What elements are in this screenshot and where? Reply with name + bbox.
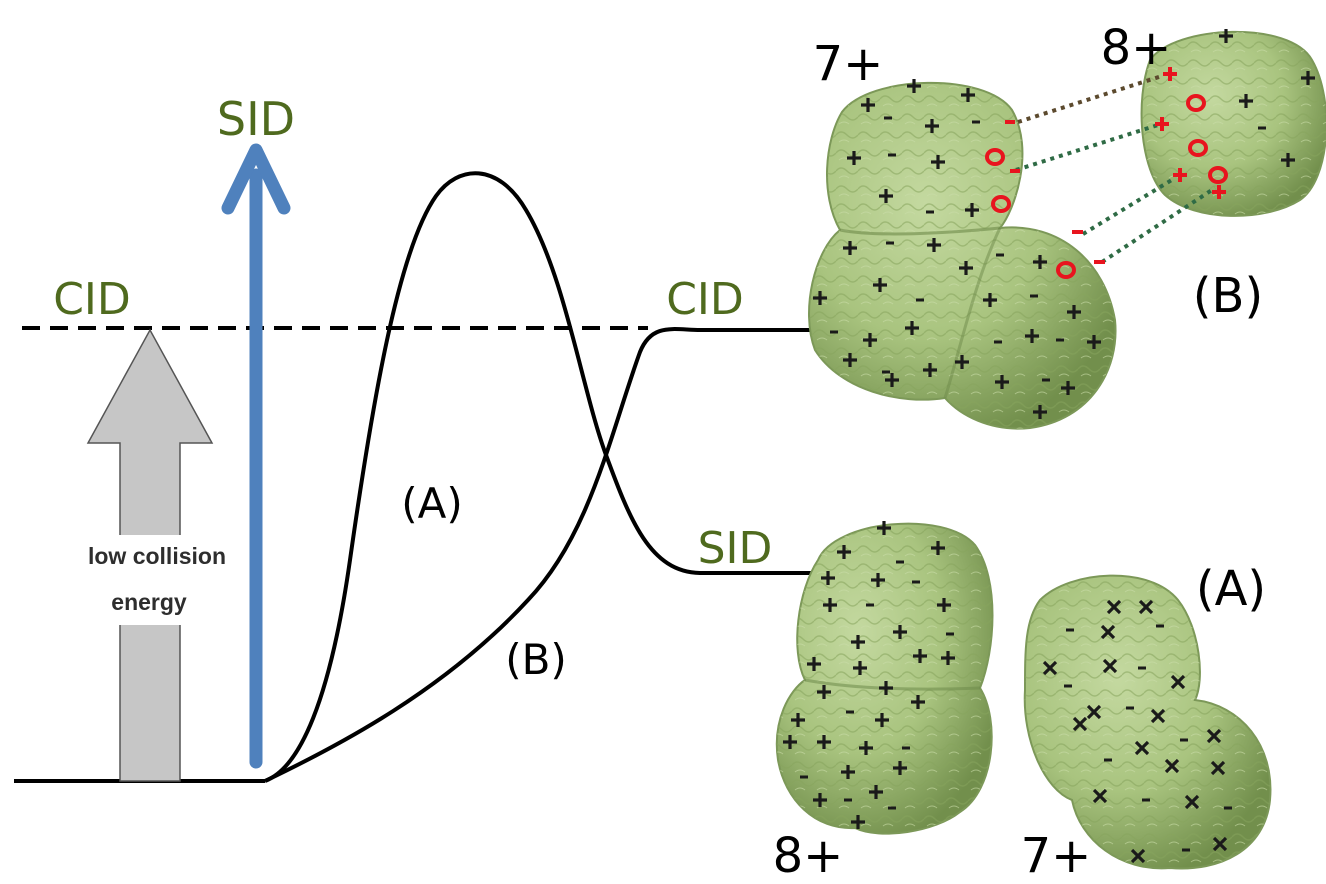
contact-marks — [985, 67, 1228, 279]
protein-7plus-a — [1023, 574, 1272, 870]
sid-arrow-head — [221, 143, 291, 215]
sid-top-label: SID — [217, 92, 295, 146]
arrow-label-line2: energy — [111, 589, 187, 615]
arrow-label-line1: low collision — [88, 543, 226, 569]
charge-label-8plus-b: 8+ — [1101, 20, 1172, 76]
panel-b-dimer: 7+ 8+ (B) — [808, 20, 1326, 430]
panel-a-label: (A) — [1196, 561, 1266, 617]
curve-b — [264, 327, 812, 783]
arrow-label-backdrop — [58, 535, 248, 625]
charge-label-7plus-a: 7+ — [1021, 828, 1092, 884]
protein-8plus-monomer — [1140, 30, 1326, 217]
curve-b-label: (B) — [505, 635, 567, 684]
protein-8plus-a — [775, 522, 994, 835]
contact-links — [1015, 74, 1217, 264]
protein-7plus-complex — [808, 81, 1117, 430]
charge-label-8plus-a: 8+ — [773, 828, 844, 884]
cid-right-label: CID — [666, 274, 744, 325]
panel-a-pair: 8+ 7+ (A) — [773, 519, 1272, 884]
sid-right-label: SID — [698, 523, 773, 574]
charge-label-7plus-b: 7+ — [813, 36, 884, 92]
curve-a-label: (A) — [401, 479, 463, 528]
curve-a — [264, 171, 812, 783]
cid-left-label: CID — [53, 274, 131, 325]
panel-b-label: (B) — [1193, 268, 1263, 324]
energy-diagram: low collision energy SID CID CID SID (A)… — [14, 92, 812, 783]
